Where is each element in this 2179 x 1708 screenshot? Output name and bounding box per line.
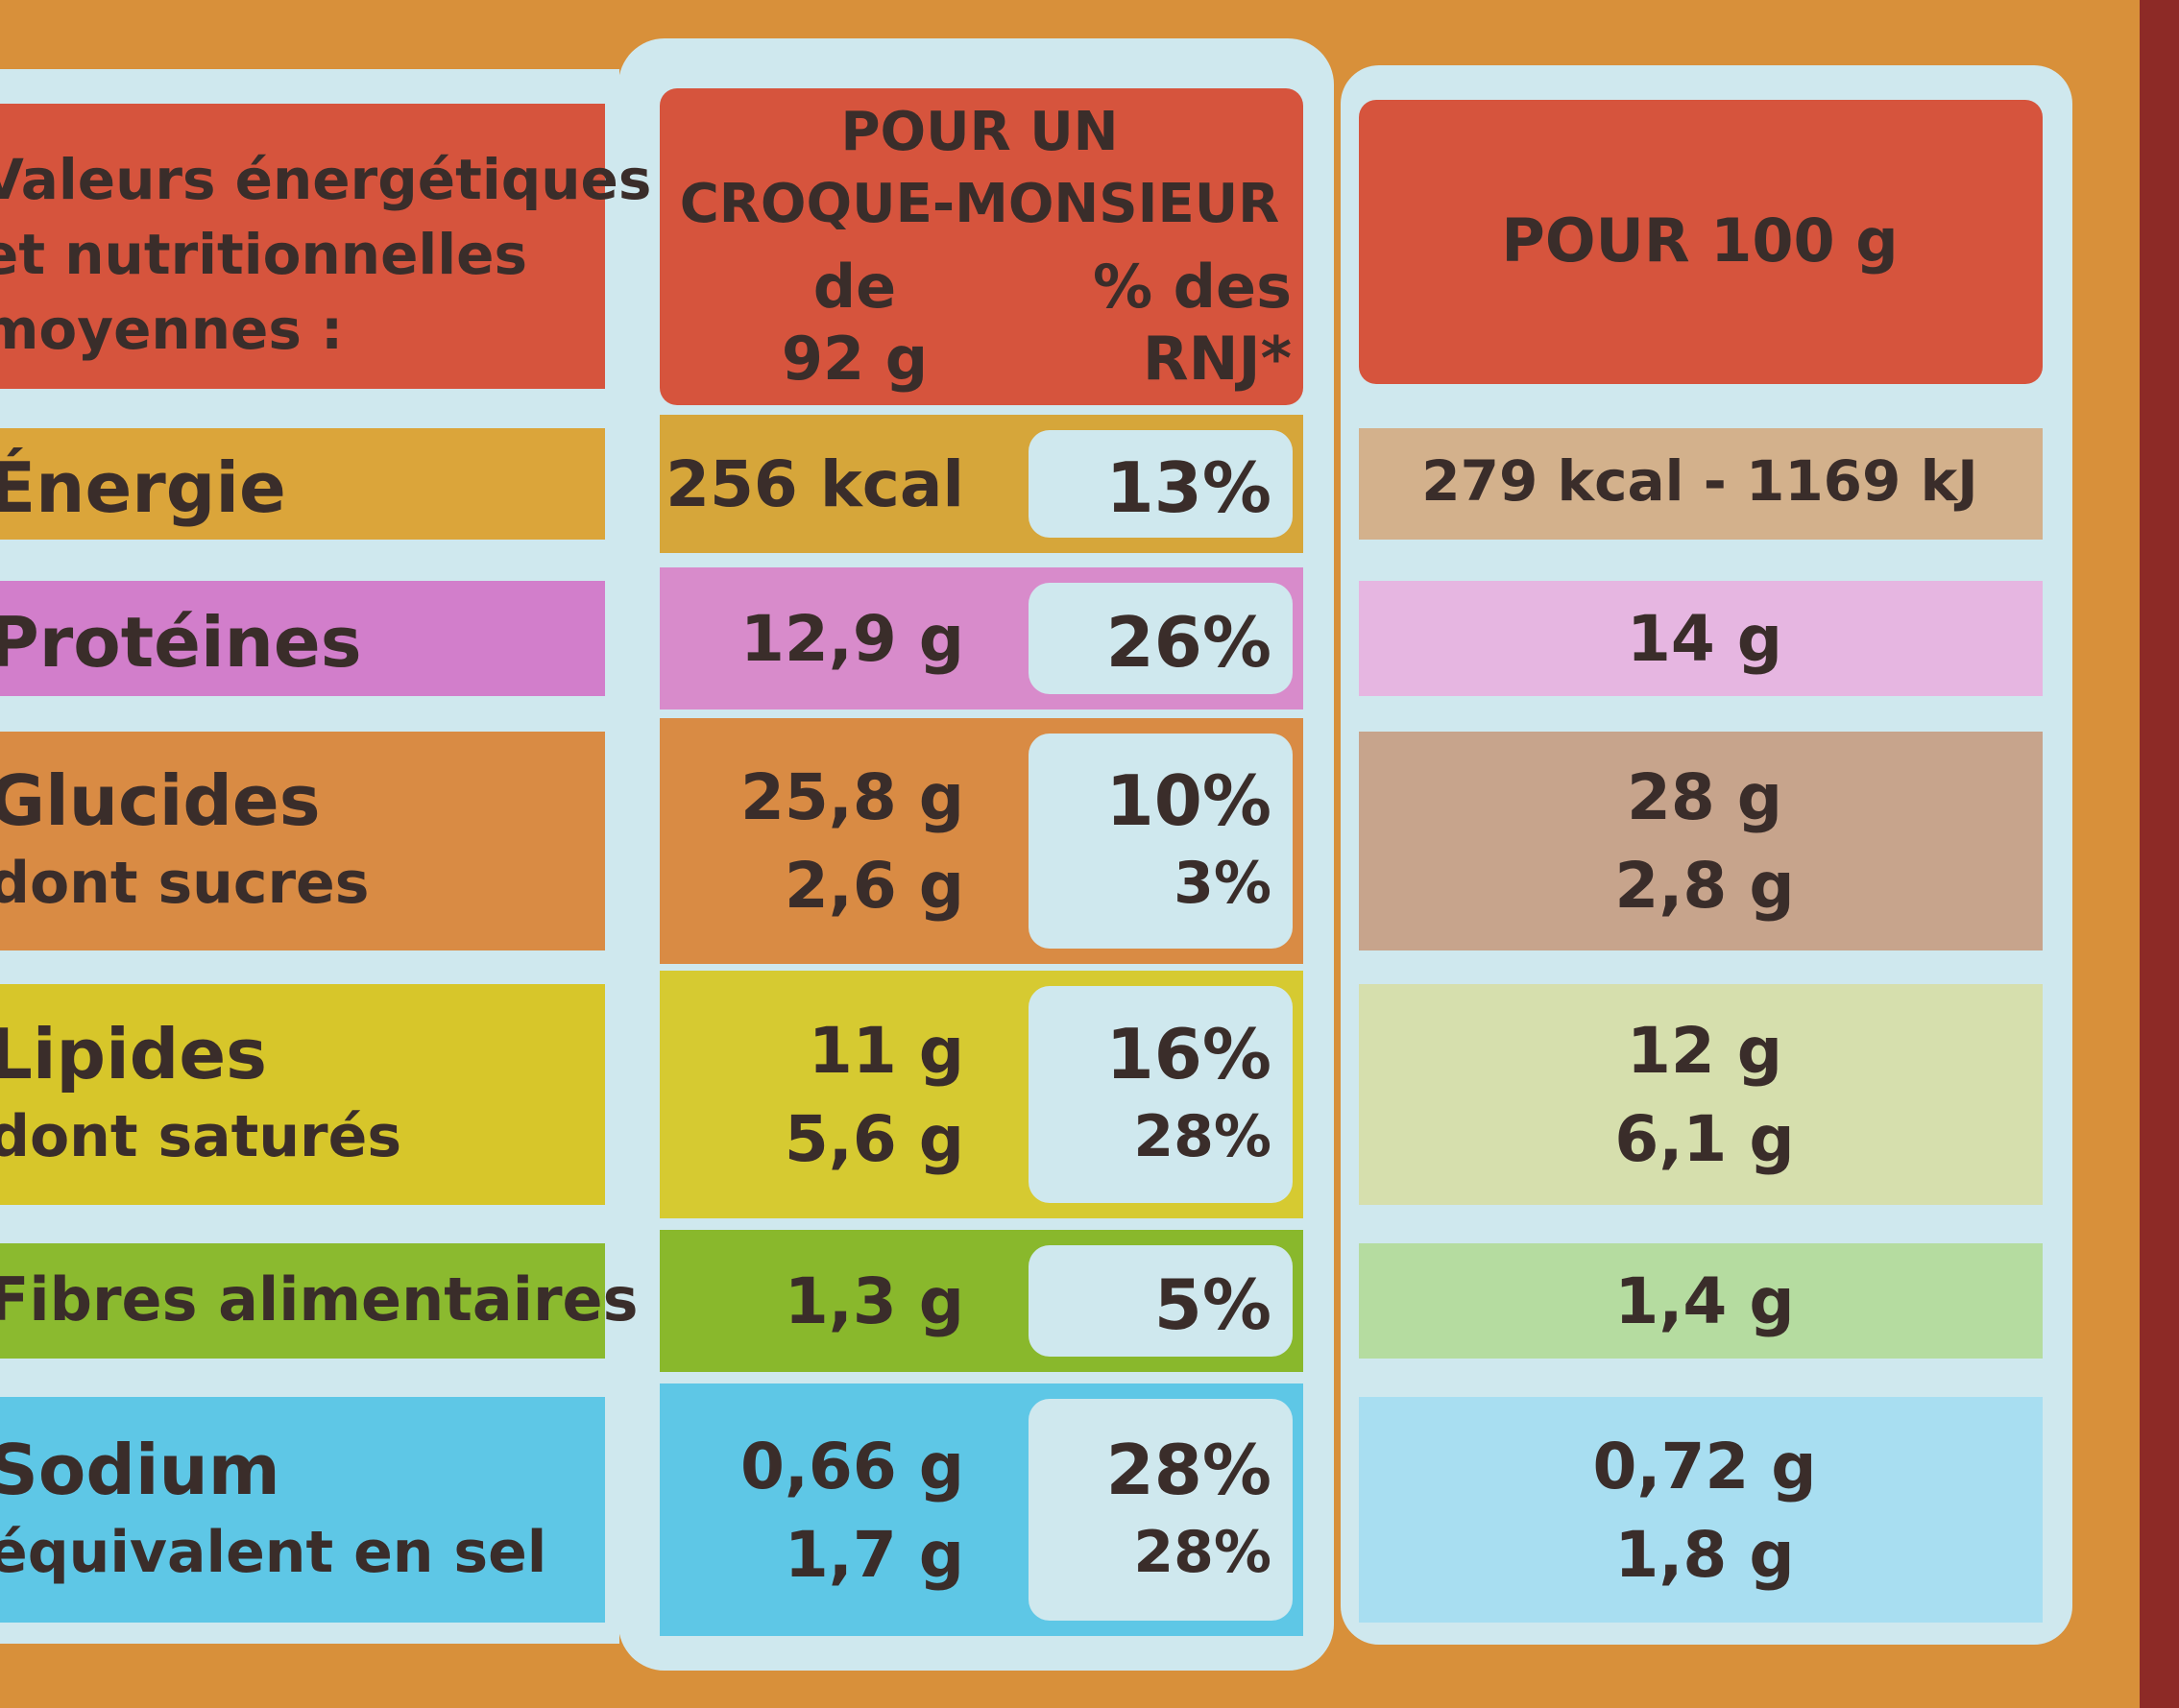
row-serving: 1,7 g [784,1517,964,1592]
row-per100-cell [1359,984,2043,1205]
header-rnj: RNJ* [1142,324,1292,394]
row-per100: 0,72 g [1592,1429,1817,1504]
row-rnj: 28% [1133,1518,1271,1586]
row-label-cell [0,581,605,696]
row-rnj-cell [1029,1245,1293,1357]
row-rnj: 26% [1105,602,1271,683]
row-per100-cell [1359,1397,2043,1623]
row-rnj-cell [1029,1399,1293,1621]
header-label: et nutritionnelles [0,222,528,287]
row-per100: 1,8 g [1614,1517,1795,1592]
row-rnj: 3% [1174,850,1271,917]
header-per100-cell [1359,100,2043,384]
header-serving-amount: de [812,252,897,322]
header-serving-title: POUR UN [840,101,1119,163]
row-label: Fibres alimentaires [0,1264,639,1335]
row-serving: 25,8 g [739,760,964,834]
row-rnj: 28% [1133,1103,1271,1170]
row-label-cell [0,428,605,540]
row-per100: 12 g [1626,1014,1783,1088]
row-per100-cell [1359,581,2043,696]
row-rnj-cell [1029,734,1293,949]
row-label-cell [0,732,605,950]
row-per100: 28 g [1626,760,1783,834]
row-label: dont sucres [0,850,370,917]
row-serving: 12,9 g [739,602,964,676]
header-serving-amount: 92 g [781,324,929,394]
row-rnj-cell [1029,430,1293,538]
row-label: dont saturés [0,1103,402,1170]
row-serving: 1,3 g [784,1264,964,1338]
row-label-cell [0,984,605,1205]
row-rnj: 28% [1105,1429,1271,1510]
row-serving: 2,6 g [784,849,964,923]
row-label: Énergie [0,447,286,528]
header-label-cell [0,104,605,389]
row-serving: 0,66 g [739,1429,964,1504]
row-rnj: 16% [1105,1014,1271,1095]
header-label: moyennes : [0,297,344,362]
row-per100: 1,4 g [1614,1264,1795,1338]
row-label: Sodium [0,1429,280,1510]
row-serving: 5,6 g [784,1102,964,1176]
edge-stripe [2140,0,2179,1708]
row-per100: 14 g [1626,602,1783,676]
header-serving-title: CROQUE-MONSIEUR [679,173,1280,235]
row-rnj-cell [1029,986,1293,1203]
row-rnj-cell [1029,583,1293,694]
row-per100-cell [1359,1243,2043,1359]
row-per100: 2,8 g [1614,849,1795,923]
row-label-cell [0,1397,605,1623]
row-rnj: 10% [1105,760,1271,841]
row-label: Protéines [0,602,362,683]
row-serving: 256 kcal [666,447,964,521]
row-per100-cell [1359,732,2043,950]
row-per100: 6,1 g [1614,1102,1795,1176]
row-per100: 279 kcal - 1169 kJ [1421,448,1978,514]
row-serving: 11 g [808,1014,964,1088]
header-serving-cell [660,88,1303,405]
header-label: Valeurs énergétiques [0,147,652,212]
header-rnj: % des [1092,252,1292,322]
row-rnj: 5% [1153,1264,1271,1345]
row-rnj: 13% [1105,447,1271,528]
row-label: Glucides [0,760,321,841]
row-per100-cell [1359,428,2043,540]
row-label: équivalent en sel [0,1518,547,1586]
row-label-cell [0,1243,605,1359]
header-per100: POUR 100 g [1501,205,1899,276]
row-label: Lipides [0,1014,268,1095]
